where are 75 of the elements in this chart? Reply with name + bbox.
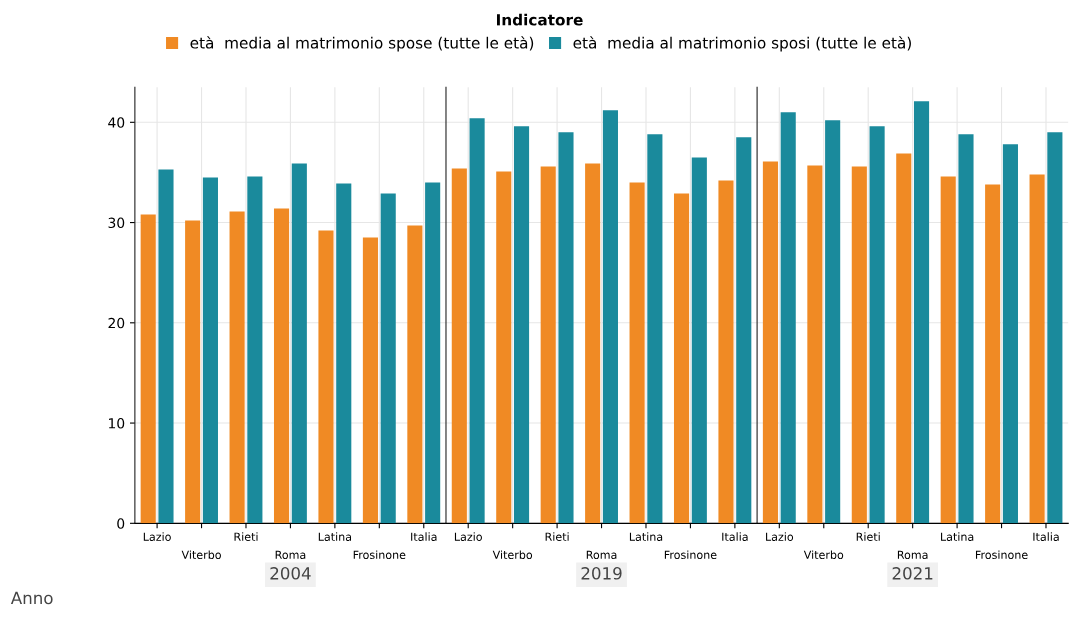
- bar: [247, 176, 263, 524]
- y-tick-label: 0: [117, 518, 125, 529]
- bar: [558, 132, 574, 524]
- x-tick-label: Roma: [586, 550, 617, 559]
- bar: [869, 126, 885, 524]
- bar: [425, 182, 441, 524]
- text: Anno: [10, 591, 53, 605]
- bar: [380, 193, 396, 524]
- bar: [407, 225, 423, 524]
- x-tick-label: Rieti: [545, 532, 569, 541]
- x-tick-label: Frosinone: [664, 550, 717, 559]
- x-axis-title: 2021: [892, 567, 933, 580]
- bar: [673, 193, 690, 524]
- bar: [958, 134, 974, 524]
- x-tick-label: Frosinone: [353, 550, 406, 559]
- bar: [273, 208, 290, 524]
- bar: [647, 134, 663, 524]
- bar: [585, 163, 601, 524]
- bar: [336, 183, 352, 524]
- legend-title: Indicatore: [497, 13, 583, 26]
- bar: [362, 237, 378, 524]
- bar: [896, 153, 912, 524]
- bar: [185, 220, 201, 524]
- bar: [691, 157, 707, 524]
- x-tick-label: Viterbo: [492, 550, 533, 559]
- x-tick-label: Latina: [629, 532, 663, 541]
- bar: [140, 214, 156, 524]
- bar: [940, 176, 956, 524]
- bar: [229, 211, 245, 524]
- x-tick-label: Viterbo: [803, 550, 844, 559]
- x-tick-label: Lazio: [454, 532, 482, 541]
- bar: [451, 168, 467, 524]
- bar: [985, 184, 1001, 524]
- x-tick-label: Latina: [941, 532, 974, 541]
- bar: [780, 112, 796, 524]
- bar: [318, 230, 334, 524]
- bar: [762, 161, 778, 524]
- x-tick-label: Italia: [411, 532, 437, 541]
- x-tick-label: Latina: [318, 532, 352, 541]
- bar: [736, 137, 752, 524]
- legend-label: età media al matrimonio sposi (tutte le età): [573, 36, 911, 52]
- x-tick-label: Rieti: [856, 532, 880, 541]
- bar: [496, 171, 512, 524]
- x-tick-label: Frosinone: [975, 550, 1028, 559]
- bar: [1029, 174, 1045, 524]
- x-axis-title: 2004: [270, 567, 311, 580]
- bar: [540, 166, 556, 524]
- bar: [851, 166, 867, 524]
- bar: [913, 101, 930, 524]
- x-tick-label: Roma: [897, 550, 928, 559]
- bar: [513, 126, 530, 524]
- bar: [202, 177, 218, 524]
- x-tick-label: Lazio: [143, 532, 171, 541]
- legend-label: età media al matrimonio spose (tutte le età): [190, 36, 534, 52]
- x-tick-label: Viterbo: [181, 550, 221, 559]
- y-tick-label: 10: [109, 418, 125, 429]
- bar: [718, 180, 734, 524]
- x-axis-title: 2019: [581, 567, 622, 580]
- y-tick-label: 30: [108, 217, 125, 229]
- bar: [1002, 144, 1018, 524]
- bar: [629, 182, 645, 524]
- x-tick-label: Lazio: [766, 532, 794, 541]
- y-tick-label: 40: [108, 117, 125, 128]
- bar: [1047, 132, 1063, 524]
- y-tick-label: 20: [108, 317, 125, 329]
- x-tick-label: Italia: [722, 532, 748, 541]
- bar: [825, 120, 841, 524]
- bar: [291, 163, 307, 524]
- x-tick-label: Rieti: [234, 532, 258, 541]
- bar: [469, 118, 485, 524]
- bar: [158, 169, 174, 524]
- bar: [602, 110, 618, 524]
- x-tick-label: Italia: [1033, 532, 1059, 541]
- bar: [807, 165, 823, 524]
- x-tick-label: Roma: [275, 550, 306, 559]
